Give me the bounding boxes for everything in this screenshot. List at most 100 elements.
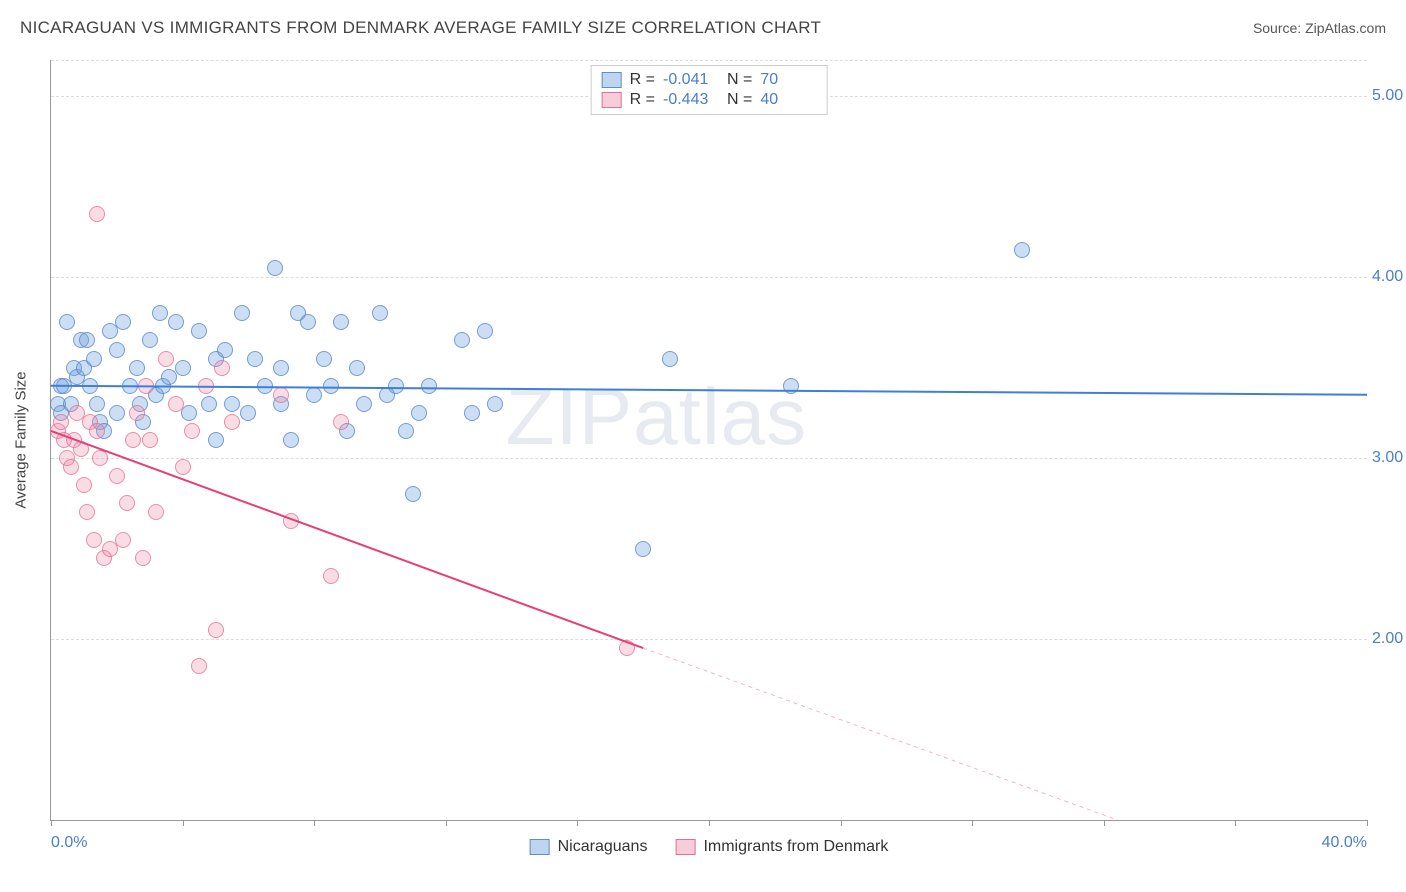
scatter-plot: Average Family Size ZIPatlas 2.003.004.0… (50, 60, 1367, 821)
data-point (619, 640, 635, 656)
x-tick (1235, 820, 1236, 826)
data-point (662, 351, 678, 367)
data-point (208, 622, 224, 638)
data-point (109, 405, 125, 421)
data-point (142, 332, 158, 348)
swatch-blue-icon (530, 839, 550, 855)
data-point (300, 314, 316, 330)
data-point (283, 432, 299, 448)
data-point (148, 504, 164, 520)
data-point (184, 423, 200, 439)
data-point (1014, 242, 1030, 258)
data-point (306, 387, 322, 403)
data-point (82, 378, 98, 394)
data-point (175, 360, 191, 376)
gridline (51, 60, 1367, 61)
n-value-blue: 70 (760, 71, 816, 89)
data-point (487, 396, 503, 412)
data-point (405, 486, 421, 502)
data-point (224, 414, 240, 430)
data-point (247, 351, 263, 367)
r-label: R = (630, 71, 655, 89)
title-bar: NICARAGUAN VS IMMIGRANTS FROM DENMARK AV… (20, 18, 1386, 38)
data-point (411, 405, 427, 421)
trend-lines (51, 60, 1367, 820)
data-point (323, 378, 339, 394)
data-point (115, 532, 131, 548)
data-point (89, 423, 105, 439)
data-point (240, 405, 256, 421)
chart-title: NICARAGUAN VS IMMIGRANTS FROM DENMARK AV… (20, 18, 821, 38)
x-tick (446, 820, 447, 826)
y-tick-label: 5.00 (1372, 87, 1406, 105)
trend-line (51, 386, 1367, 395)
data-point (79, 332, 95, 348)
data-point (53, 414, 69, 430)
x-axis-max-label: 40.0% (1322, 834, 1367, 852)
data-point (115, 314, 131, 330)
data-point (86, 532, 102, 548)
swatch-blue-icon (602, 72, 622, 88)
data-point (191, 323, 207, 339)
r-value-blue: -0.041 (663, 71, 719, 89)
legend-row-blue: R = -0.041 N = 70 (602, 70, 817, 90)
data-point (109, 342, 125, 358)
data-point (234, 305, 250, 321)
data-point (135, 550, 151, 566)
data-point (454, 332, 470, 348)
n-value-pink: 40 (760, 91, 816, 109)
source-name: ZipAtlas.com (1305, 20, 1386, 36)
data-point (349, 360, 365, 376)
data-point (333, 314, 349, 330)
x-tick (1367, 820, 1368, 826)
swatch-pink-icon (602, 92, 622, 108)
data-point (323, 568, 339, 584)
data-point (86, 351, 102, 367)
data-point (477, 323, 493, 339)
source-attribution: Source: ZipAtlas.com (1253, 20, 1386, 36)
x-tick (314, 820, 315, 826)
legend-label-pink: Immigrants from Denmark (703, 838, 888, 856)
data-point (175, 459, 191, 475)
n-label: N = (727, 71, 752, 89)
data-point (398, 423, 414, 439)
data-point (129, 405, 145, 421)
data-point (372, 305, 388, 321)
data-point (191, 658, 207, 674)
source-label: Source: (1253, 20, 1301, 36)
r-value-pink: -0.443 (663, 91, 719, 109)
legend-label-blue: Nicaraguans (558, 838, 648, 856)
data-point (109, 468, 125, 484)
data-point (92, 450, 108, 466)
data-point (122, 378, 138, 394)
data-point (181, 405, 197, 421)
data-point (129, 360, 145, 376)
gridline (51, 639, 1367, 640)
data-point (198, 378, 214, 394)
x-tick (183, 820, 184, 826)
y-tick-label: 2.00 (1372, 630, 1406, 648)
gridline (51, 458, 1367, 459)
data-point (89, 396, 105, 412)
series-legend: Nicaraguans Immigrants from Denmark (530, 838, 889, 856)
data-point (201, 396, 217, 412)
data-point (421, 378, 437, 394)
correlation-legend: R = -0.041 N = 70 R = -0.443 N = 40 (591, 65, 828, 115)
data-point (138, 378, 154, 394)
y-tick-label: 3.00 (1372, 449, 1406, 467)
gridline (51, 277, 1367, 278)
data-point (273, 387, 289, 403)
x-tick (577, 820, 578, 826)
data-point (89, 206, 105, 222)
x-tick (972, 820, 973, 826)
legend-item-nicaraguans: Nicaraguans (530, 838, 648, 856)
y-tick-label: 4.00 (1372, 268, 1406, 286)
data-point (388, 378, 404, 394)
data-point (208, 432, 224, 448)
data-point (635, 541, 651, 557)
r-label: R = (630, 91, 655, 109)
data-point (76, 477, 92, 493)
data-point (63, 459, 79, 475)
data-point (257, 378, 273, 394)
x-tick (841, 820, 842, 826)
